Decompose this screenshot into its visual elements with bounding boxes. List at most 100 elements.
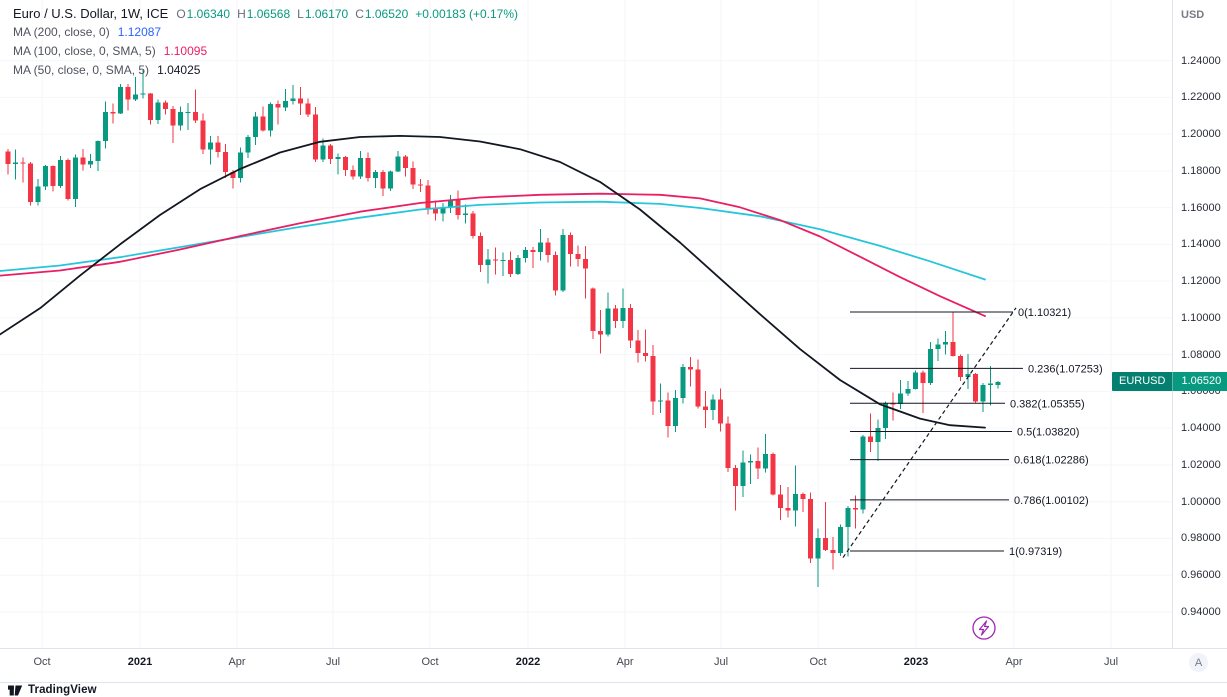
candle xyxy=(508,251,513,278)
candle xyxy=(830,537,836,570)
candle xyxy=(583,246,588,299)
candle xyxy=(418,178,423,193)
candle xyxy=(680,364,686,404)
candle xyxy=(658,383,663,414)
price-scale-label: 0.96000 xyxy=(1181,569,1221,582)
ohlc-values: O 1.06340 H 1.06568 L 1.06170 C 1.06520 +0.0… xyxy=(176,7,518,21)
currency-label: USD xyxy=(1181,9,1205,21)
candle xyxy=(110,103,116,124)
ma-line[interactable] xyxy=(0,192,986,318)
indicator-row-ma50[interactable]: MA (50, close, 0, SMA, 5) 1.04025 xyxy=(13,63,518,82)
candle xyxy=(140,69,146,99)
symbol-row: Euro / U.S. Dollar, 1W, ICE O 1.06340 H 1.… xyxy=(13,6,518,25)
ma200-value: 1.12087 xyxy=(117,25,162,39)
candle xyxy=(455,190,461,220)
candle xyxy=(440,203,446,222)
candle xyxy=(538,229,543,261)
candle xyxy=(73,154,78,208)
candle xyxy=(688,357,693,387)
candle xyxy=(485,249,491,284)
candle xyxy=(838,524,843,557)
flash-marker[interactable] xyxy=(972,616,996,640)
fib-retracement[interactable]: 0(1.10321) 0.236(1.07253) 0.382(1.05355) 0.… xyxy=(850,307,1103,558)
candle xyxy=(208,135,213,165)
candle xyxy=(823,501,828,552)
candle xyxy=(380,170,386,196)
candle xyxy=(853,495,858,529)
candle xyxy=(740,450,746,497)
candle xyxy=(815,528,821,587)
candle xyxy=(283,89,288,111)
candle xyxy=(950,311,956,357)
candle xyxy=(358,150,363,179)
candle xyxy=(163,100,168,115)
candle xyxy=(995,380,1001,389)
auto-scale-button[interactable]: A xyxy=(1189,653,1208,672)
time-tick-month: Apr xyxy=(228,656,246,668)
candle xyxy=(898,380,903,410)
candle xyxy=(860,434,866,514)
candle xyxy=(58,155,63,189)
candle xyxy=(935,338,941,361)
candle xyxy=(5,148,11,175)
indicator-row-ma200[interactable]: MA (200, close, 0) 1.12087 xyxy=(13,25,518,44)
ma-line[interactable] xyxy=(0,134,986,429)
ma-line[interactable] xyxy=(0,200,986,281)
ma100-value: 1.10095 xyxy=(163,44,208,58)
candle xyxy=(313,106,318,163)
price-scale-label: 1.22000 xyxy=(1181,91,1221,104)
candle xyxy=(223,143,228,179)
candle xyxy=(20,157,26,183)
candle xyxy=(628,303,633,349)
candle xyxy=(403,155,408,177)
candle xyxy=(808,492,813,563)
indicator-row-ma100[interactable]: MA (100, close, 0, SMA, 5) 1.10095 xyxy=(13,44,518,63)
ma50-label: MA (50, close, 0, SMA, 5) xyxy=(13,63,150,77)
candles-layer xyxy=(5,69,1001,587)
tradingview-logo-icon[interactable] xyxy=(8,684,23,697)
candle xyxy=(200,113,206,154)
candle xyxy=(560,229,566,292)
ma200-label: MA (200, close, 0) xyxy=(13,25,110,39)
candle xyxy=(913,370,918,390)
candle xyxy=(868,413,873,452)
price-scale-label: 1.10000 xyxy=(1181,311,1221,324)
candle xyxy=(395,150,401,173)
candle xyxy=(695,359,701,409)
candle xyxy=(103,101,108,149)
candle xyxy=(590,287,596,340)
price-scale-label: 0.94000 xyxy=(1181,605,1221,618)
candle xyxy=(328,144,333,165)
tradingview-brand-text[interactable]: TradingView xyxy=(28,684,97,696)
candle xyxy=(635,330,641,363)
candle xyxy=(613,305,618,329)
time-axis[interactable]: Oct 2021 Apr Jul Oct 2022 Apr Jul Oct 2023 Apr Jul … xyxy=(0,648,1227,683)
candle xyxy=(335,153,341,175)
candle xyxy=(463,204,468,224)
low-label: L xyxy=(297,7,304,21)
candle xyxy=(575,245,581,267)
candle xyxy=(388,170,393,192)
ma50-value: 1.04025 xyxy=(157,63,201,77)
candle xyxy=(500,252,506,276)
candle xyxy=(763,434,768,473)
candle xyxy=(238,147,243,183)
candle xyxy=(478,232,483,272)
last-price-value: 1.06520 xyxy=(1173,371,1227,391)
candle xyxy=(28,162,33,206)
price-scale-label: 1.04000 xyxy=(1181,422,1221,435)
candle xyxy=(290,85,296,105)
candle xyxy=(13,149,18,180)
candle xyxy=(260,106,266,132)
candle xyxy=(433,200,438,221)
symbol-title[interactable]: Euro / U.S. Dollar, 1W, ICE xyxy=(13,6,169,21)
ma100-label: MA (100, close, 0, SMA, 5) xyxy=(13,44,156,58)
price-axis[interactable]: USD 1.24000 1.22000 1.20000 1.18000 1.16000 1… xyxy=(1172,0,1227,648)
candle xyxy=(568,232,573,267)
fib-level-label: 0.236(1.07253) xyxy=(1028,363,1103,375)
candle xyxy=(95,140,101,171)
trendline[interactable] xyxy=(842,307,1017,558)
candle xyxy=(793,465,798,527)
candle xyxy=(665,392,671,438)
